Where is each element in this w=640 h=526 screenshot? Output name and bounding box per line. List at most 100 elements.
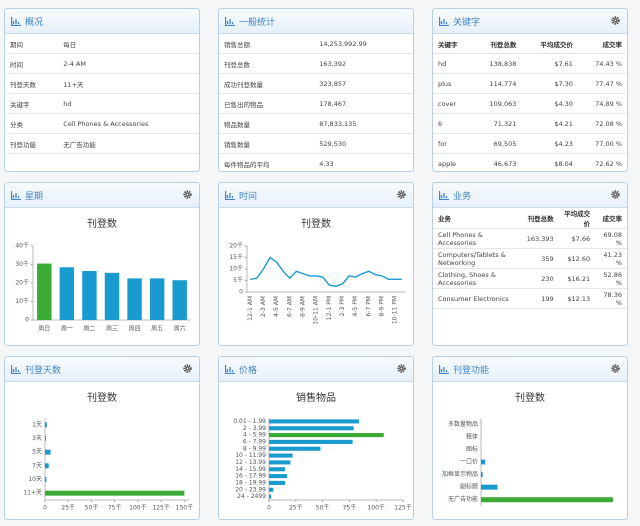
table-cell: 230 — [521, 268, 559, 289]
y-tick-label: 16 - 17.99 — [235, 473, 266, 480]
settings-icon[interactable] — [611, 364, 620, 373]
panel-body: 期间 每日 时间 2-4 AM 刊登天数 11+天 关键字 hd 分类 Cell Phones &… — [5, 34, 199, 171]
x-tick-label: 6-7 PM — [365, 296, 372, 317]
panel-title: 刊登功能 — [453, 365, 490, 376]
header-cell: 成交率 — [595, 208, 627, 229]
y-tick-label: 20千 — [15, 279, 29, 287]
panel-body: 销售物品 0 25千 50千 75千 100千 125千 0.01 - 1.99 2 - 3.9… — [219, 382, 413, 519]
table-row: 刊登天数 11+天 — [5, 73, 199, 94]
x-tick-label: 周二 — [83, 326, 95, 333]
settings-icon[interactable] — [397, 364, 406, 373]
y-tick-label: 副标题 — [460, 483, 478, 491]
table-cell: 323,857 — [314, 73, 413, 94]
chart-icon — [11, 16, 21, 26]
table-cell: 109,063 — [472, 93, 522, 114]
table-row: cover 109,063 $4.30 74.89 % — [433, 93, 627, 114]
y-tick-label: 14 - 15.99 — [235, 466, 266, 473]
panel-header: 刊登功能 — [433, 357, 627, 382]
x-tick-label: 12-1 PM — [326, 296, 333, 320]
y-tick-label: 10天 — [28, 476, 42, 483]
y-tick-label: 10 - 11.99 — [235, 452, 266, 459]
x-tick-label: 75千 — [343, 504, 357, 512]
gear-hole — [186, 193, 189, 196]
settings-icon[interactable] — [183, 364, 192, 373]
settings-icon[interactable] — [397, 190, 406, 199]
table-header-row: 业务 刊登总数 平均成交价 成交率 — [433, 208, 627, 229]
table-cell: 14,253,992.99 — [314, 34, 413, 54]
table-cell: 41.23 % — [595, 248, 627, 269]
table-cell: 46,673 — [472, 153, 522, 171]
table-row: Clothing, Shoes & Accessories 230 $16.21 52… — [433, 268, 627, 289]
bar — [269, 460, 291, 465]
panel: 刊登天数 刊登数 0 25千 50千 75千 100千 125千 150千 1天 3天 5天 7天 10天… — [4, 356, 200, 520]
table-cell: 77.47 % — [577, 73, 627, 94]
table-cell: 关键字 — [5, 93, 59, 114]
y-tick-label: 2 - 3.99 — [243, 425, 266, 432]
table-row: 6 71,321 $4.21 72.08 % — [433, 113, 627, 134]
header-cell: 刊登总数 — [521, 208, 559, 229]
gear-outer — [397, 364, 406, 373]
x-tick-label: 10-11 AM — [313, 296, 320, 325]
y-tick-label: 5天 — [32, 449, 42, 456]
y-tick-label: 6 - 7.99 — [243, 438, 266, 445]
chart-icon — [11, 190, 21, 200]
x-tick-label: 100千 — [129, 504, 146, 512]
table-cell: apple — [433, 153, 473, 171]
y-tick-label: 30千 — [15, 260, 29, 268]
icon-shape — [225, 364, 235, 374]
chart-icon — [225, 190, 235, 200]
x-tick-label: 0 — [267, 505, 271, 512]
settings-icon[interactable] — [183, 190, 192, 199]
y-tick-label: 40千 — [15, 242, 29, 250]
panel: 价格 销售物品 0 25千 50千 75千 100千 125千 0.01 - 1.99 2 - 3… — [218, 356, 414, 520]
bar — [481, 497, 613, 503]
panel-header: 概况 — [5, 9, 199, 34]
table-cell: 114,774 — [472, 73, 522, 94]
icon-shape — [11, 190, 21, 200]
table-row: 销售总额 14,253,992.99 — [219, 34, 413, 54]
table-cell: 每日 — [58, 34, 199, 54]
chart-icon — [439, 190, 449, 200]
settings-icon[interactable] — [611, 16, 620, 25]
table-cell: 刊登天数 — [5, 73, 59, 94]
bar — [481, 459, 486, 465]
panel: 业务 业务 刊登总数 平均成交价 成交率 Cell Phones & Accessorie… — [432, 182, 628, 346]
table-cell: $7.61 — [521, 53, 578, 74]
x-tick-label: 25千 — [289, 504, 303, 512]
chart-icon — [225, 364, 235, 374]
bar — [269, 439, 353, 444]
gear-hole — [400, 367, 403, 370]
table-cell: 72.08 % — [577, 113, 627, 134]
x-tick-label: 25千 — [61, 504, 75, 512]
y-tick-label: 4 - 5.99 — [243, 432, 266, 439]
table-row: 成功刊登数量 323,857 — [219, 73, 413, 94]
table-cell: 74.89 % — [577, 93, 627, 114]
y-tick-label: 0 — [239, 289, 243, 296]
chart-icon — [439, 16, 449, 26]
table-row: 时间 2-4 AM — [5, 53, 199, 74]
bar — [127, 278, 142, 320]
x-tick-label: 2-3 AM — [260, 296, 267, 317]
table-cell: 无广告功能 — [58, 133, 199, 154]
bar — [82, 270, 97, 320]
y-tick-label: 12 - 13.99 — [235, 459, 266, 466]
gear-hole — [614, 193, 617, 196]
icon-shape — [439, 190, 449, 200]
panel-header: 价格 — [219, 357, 413, 382]
y-tick-label: 图标 — [466, 445, 478, 453]
bar — [45, 490, 185, 496]
panel-body: 刊登数 多数量物品 粗体 图标 一口价 加框显示物品 副标题 无广告功能 — [433, 382, 627, 519]
bar — [149, 278, 165, 320]
bar — [37, 263, 52, 320]
y-tick-label: 加框显示物品 — [442, 470, 478, 478]
y-tick-label: 10千 — [15, 297, 29, 305]
table-cell: 87,833,135 — [314, 113, 413, 134]
x-tick-label: 周三 — [106, 326, 118, 333]
bar — [45, 436, 46, 441]
x-tick-label: 50千 — [85, 504, 99, 512]
x-tick-label: 周日 — [38, 326, 50, 333]
table-cell: $4.23 — [521, 133, 578, 154]
settings-icon[interactable] — [611, 190, 620, 199]
y-tick-label: 7天 — [32, 462, 42, 469]
